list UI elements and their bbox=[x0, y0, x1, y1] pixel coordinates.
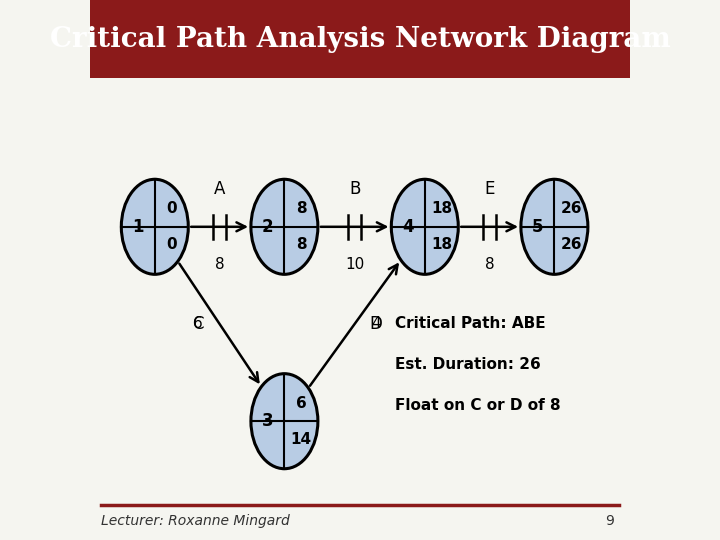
Text: Critical Path: ABE: Critical Path: ABE bbox=[395, 316, 546, 332]
Text: 6: 6 bbox=[296, 396, 307, 410]
Text: E: E bbox=[485, 180, 495, 198]
Text: 4: 4 bbox=[372, 316, 381, 332]
Text: 9: 9 bbox=[605, 514, 613, 528]
Ellipse shape bbox=[392, 179, 458, 274]
Text: Est. Duration: 26: Est. Duration: 26 bbox=[395, 357, 541, 372]
Text: Float on C or D of 8: Float on C or D of 8 bbox=[395, 397, 561, 413]
Text: B: B bbox=[349, 180, 360, 198]
Ellipse shape bbox=[521, 179, 588, 274]
FancyBboxPatch shape bbox=[90, 0, 630, 78]
Ellipse shape bbox=[251, 179, 318, 274]
Text: C: C bbox=[192, 315, 204, 333]
Text: 26: 26 bbox=[560, 238, 582, 252]
Text: 0: 0 bbox=[166, 238, 177, 252]
Ellipse shape bbox=[251, 374, 318, 469]
Text: D: D bbox=[370, 315, 382, 333]
Text: A: A bbox=[214, 180, 225, 198]
Text: 0: 0 bbox=[166, 201, 177, 216]
Text: 14: 14 bbox=[291, 432, 312, 447]
Text: Critical Path Analysis Network Diagram: Critical Path Analysis Network Diagram bbox=[50, 26, 670, 53]
Text: 8: 8 bbox=[296, 201, 307, 216]
Text: Lecturer: Roxanne Mingard: Lecturer: Roxanne Mingard bbox=[101, 514, 289, 528]
Text: 26: 26 bbox=[560, 201, 582, 216]
Text: 6: 6 bbox=[193, 316, 203, 332]
Text: 10: 10 bbox=[345, 257, 364, 272]
Text: 18: 18 bbox=[431, 201, 452, 216]
Text: 8: 8 bbox=[215, 257, 225, 272]
Text: 8: 8 bbox=[485, 257, 495, 272]
Text: 1: 1 bbox=[132, 218, 144, 236]
Text: 4: 4 bbox=[402, 218, 414, 236]
Text: 5: 5 bbox=[532, 218, 544, 236]
Text: 18: 18 bbox=[431, 238, 452, 252]
Text: 8: 8 bbox=[296, 238, 307, 252]
Text: 3: 3 bbox=[262, 412, 274, 430]
Ellipse shape bbox=[121, 179, 188, 274]
Text: 2: 2 bbox=[262, 218, 274, 236]
